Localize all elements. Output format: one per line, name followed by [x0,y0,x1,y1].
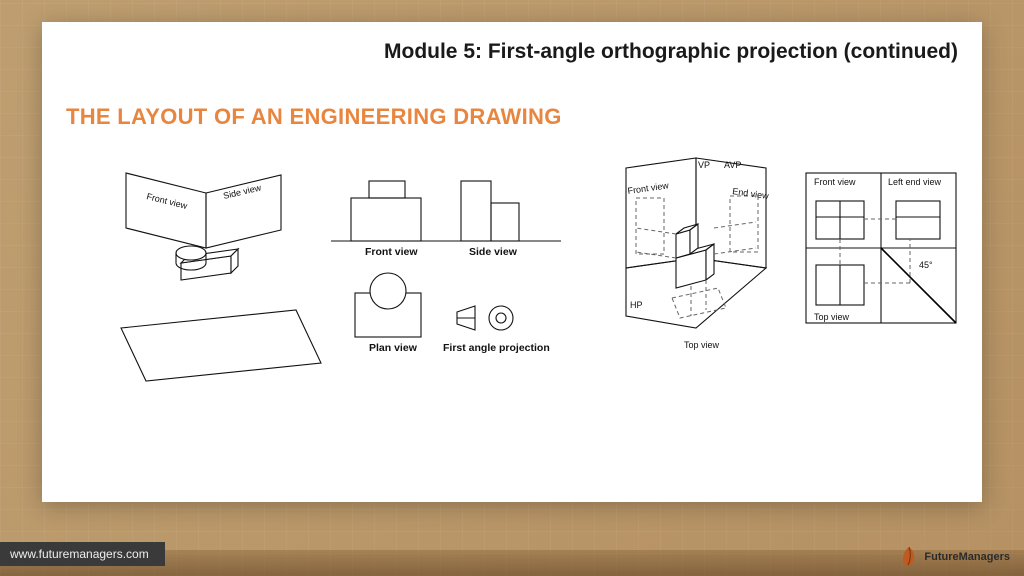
svg-text:VP: VP [698,160,710,170]
svg-text:Front view: Front view [814,177,856,187]
svg-text:AVP: AVP [724,160,741,170]
diagrams-svg: Front view Side view Fr [66,148,966,398]
svg-text:Left end view: Left end view [888,177,942,187]
module-title: Module 5: First-angle orthographic proje… [66,40,958,64]
section-title: THE LAYOUT OF AN ENGINEERING DRAWING [66,104,958,130]
diagram-strip: Front view Side view Fr [66,148,958,398]
svg-text:End view: End view [732,186,770,201]
leaf-icon [900,546,918,568]
svg-text:Top view: Top view [684,340,720,350]
footer-logo-text: FutureManagers [924,551,1010,563]
svg-text:Plan view: Plan view [369,342,418,354]
svg-text:Side view: Side view [469,246,518,258]
panel-5-unfolded-layout: 45° Front view Left end view Top view [806,173,956,323]
panel-1-open-book: Front view Side view [126,173,281,280]
svg-text:Side view: Side view [222,182,262,201]
svg-text:Front view: Front view [365,246,418,258]
panel-2-hp-plane [121,310,321,381]
svg-text:HP: HP [630,300,643,310]
svg-text:Front view: Front view [146,191,189,211]
svg-text:First angle projection: First angle projection [443,342,550,354]
svg-text:45°: 45° [919,260,933,270]
panel-4-projection-box: VP AVP HP Front view End view Top view [626,158,770,350]
slide-card: Module 5: First-angle orthographic proje… [42,22,982,502]
svg-text:Front view: Front view [627,180,670,196]
svg-text:Top view: Top view [814,312,850,322]
panel-3-ortho-set: Front view Side view Plan view First ang… [331,181,561,354]
footer-logo: FutureManagers [900,546,1010,568]
footer-url: www.futuremanagers.com [0,542,165,566]
